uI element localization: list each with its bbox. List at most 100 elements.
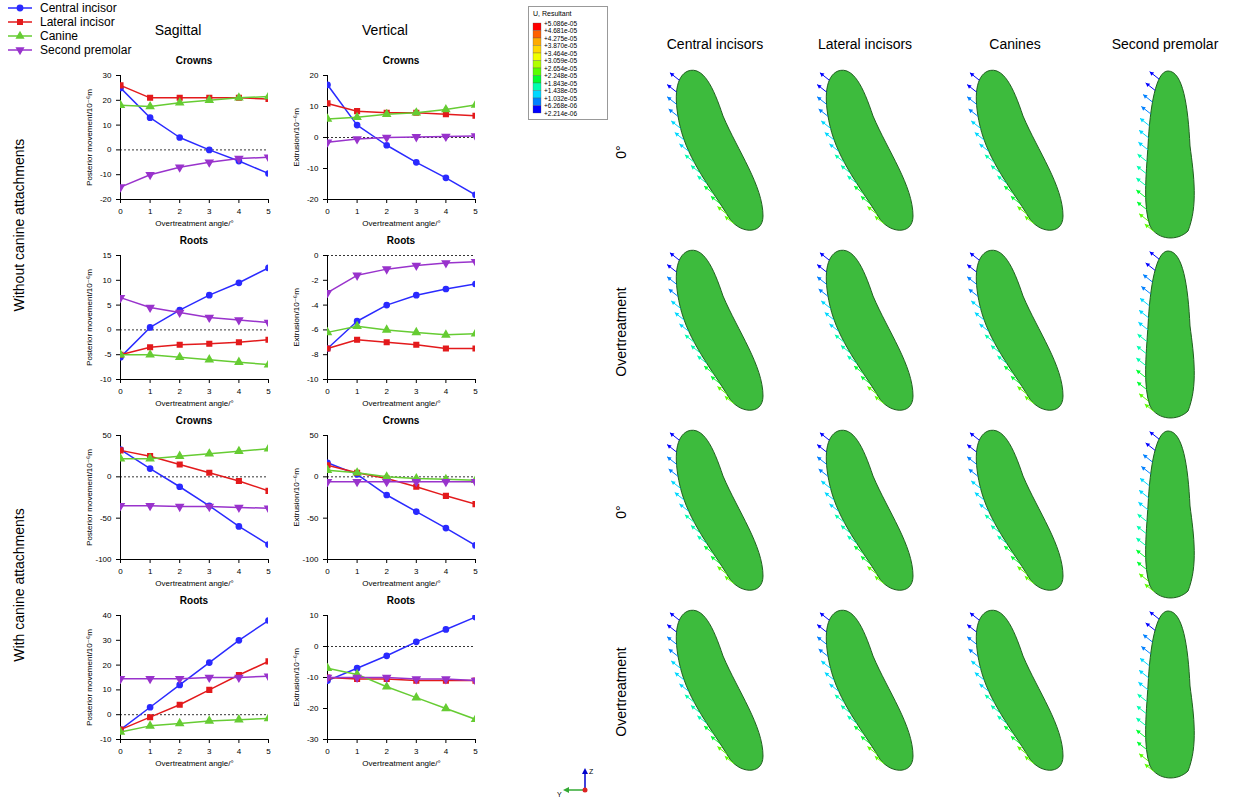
svg-text:+5.086e-05: +5.086e-05 xyxy=(544,20,577,27)
svg-text:-4: -4 xyxy=(311,301,319,310)
svg-text:3: 3 xyxy=(207,567,212,576)
svg-text:-2: -2 xyxy=(311,276,319,285)
svg-text:-10: -10 xyxy=(100,375,112,384)
svg-text:+6.268e-06: +6.268e-06 xyxy=(544,102,577,109)
svg-text:-10: -10 xyxy=(100,170,112,179)
svg-text:-6: -6 xyxy=(311,325,319,334)
svg-text:-10: -10 xyxy=(307,673,319,682)
svg-text:4: 4 xyxy=(444,207,449,216)
svg-text:Canine: Canine xyxy=(40,29,78,43)
svg-text:Lateral incisor: Lateral incisor xyxy=(40,15,115,29)
svg-text:+3.870e-05: +3.870e-05 xyxy=(544,42,577,49)
svg-text:3: 3 xyxy=(414,387,419,396)
svg-text:-10: -10 xyxy=(307,375,319,384)
svg-text:0: 0 xyxy=(118,387,123,396)
svg-text:10: 10 xyxy=(310,611,319,620)
svg-text:2: 2 xyxy=(177,747,182,756)
svg-text:Z: Z xyxy=(589,768,594,775)
svg-text:10: 10 xyxy=(103,121,112,130)
svg-text:+2.214e-06: +2.214e-06 xyxy=(544,110,577,117)
svg-text:4: 4 xyxy=(237,387,242,396)
svg-text:3: 3 xyxy=(414,747,419,756)
svg-text:5: 5 xyxy=(266,567,271,576)
svg-text:0: 0 xyxy=(107,325,112,334)
svg-text:Y: Y xyxy=(557,791,562,798)
svg-text:4: 4 xyxy=(237,747,242,756)
svg-text:1: 1 xyxy=(148,567,153,576)
svg-text:Posterior movement/10⁻⁶m: Posterior movement/10⁻⁶m xyxy=(85,629,94,726)
svg-text:5: 5 xyxy=(473,567,478,576)
svg-text:1: 1 xyxy=(355,747,360,756)
svg-text:-20: -20 xyxy=(307,195,319,204)
svg-text:0: 0 xyxy=(107,145,112,154)
svg-text:Posterior movement/10⁻⁶m: Posterior movement/10⁻⁶m xyxy=(85,269,94,366)
svg-text:0: 0 xyxy=(107,472,112,481)
svg-text:-20: -20 xyxy=(307,704,319,713)
svg-text:10: 10 xyxy=(103,685,112,694)
svg-text:1: 1 xyxy=(355,207,360,216)
svg-text:20: 20 xyxy=(103,96,112,105)
svg-text:Overtreatment angle/°: Overtreatment angle/° xyxy=(362,759,440,768)
svg-text:4: 4 xyxy=(237,567,242,576)
svg-text:1: 1 xyxy=(148,207,153,216)
svg-text:+3.059e-05: +3.059e-05 xyxy=(544,57,577,64)
svg-text:15: 15 xyxy=(103,251,112,260)
svg-text:+3.464e-05: +3.464e-05 xyxy=(544,50,577,57)
svg-text:Extrusion/10⁻⁶m: Extrusion/10⁻⁶m xyxy=(292,648,301,707)
svg-text:3: 3 xyxy=(207,207,212,216)
svg-text:Central incisor: Central incisor xyxy=(40,1,117,15)
svg-text:-5: -5 xyxy=(104,350,112,359)
svg-text:+4.275e-05: +4.275e-05 xyxy=(544,35,577,42)
svg-text:3: 3 xyxy=(207,747,212,756)
svg-text:-20: -20 xyxy=(100,195,112,204)
svg-text:Overtreatment angle/°: Overtreatment angle/° xyxy=(362,219,440,228)
svg-text:1: 1 xyxy=(355,387,360,396)
svg-text:Second premolar: Second premolar xyxy=(40,43,131,57)
svg-text:Posterior movement/10⁻⁶m: Posterior movement/10⁻⁶m xyxy=(85,449,94,546)
svg-text:2: 2 xyxy=(384,207,389,216)
svg-text:+1.032e-05: +1.032e-05 xyxy=(544,95,577,102)
svg-text:0: 0 xyxy=(314,251,319,260)
svg-text:50: 50 xyxy=(103,431,112,440)
svg-text:+4.681e-05: +4.681e-05 xyxy=(544,27,577,34)
svg-text:Extrusion/10⁻⁶m: Extrusion/10⁻⁶m xyxy=(292,108,301,167)
svg-text:2: 2 xyxy=(384,387,389,396)
svg-text:Posterior movement/10⁻⁶m: Posterior movement/10⁻⁶m xyxy=(85,89,94,186)
svg-text:5: 5 xyxy=(266,387,271,396)
svg-text:0: 0 xyxy=(118,747,123,756)
svg-text:Overtreatment angle/°: Overtreatment angle/° xyxy=(155,759,233,768)
svg-text:5: 5 xyxy=(107,301,112,310)
svg-text:-100: -100 xyxy=(302,555,319,564)
svg-text:3: 3 xyxy=(414,207,419,216)
svg-text:1: 1 xyxy=(355,567,360,576)
svg-text:-50: -50 xyxy=(100,514,112,523)
svg-text:0: 0 xyxy=(314,133,319,142)
svg-text:-100: -100 xyxy=(95,555,112,564)
svg-text:0: 0 xyxy=(325,747,330,756)
svg-text:40: 40 xyxy=(103,611,112,620)
svg-text:4: 4 xyxy=(444,387,449,396)
svg-text:0: 0 xyxy=(314,472,319,481)
svg-text:Overtreatment angle/°: Overtreatment angle/° xyxy=(362,399,440,408)
svg-text:30: 30 xyxy=(103,71,112,80)
svg-text:0: 0 xyxy=(314,642,319,651)
svg-text:2: 2 xyxy=(384,567,389,576)
svg-text:0: 0 xyxy=(107,710,112,719)
svg-text:2: 2 xyxy=(177,387,182,396)
svg-text:0: 0 xyxy=(118,567,123,576)
svg-text:3: 3 xyxy=(414,567,419,576)
svg-text:-8: -8 xyxy=(311,350,319,359)
svg-text:-10: -10 xyxy=(307,164,319,173)
svg-text:+1.438e-05: +1.438e-05 xyxy=(544,87,577,94)
svg-text:10: 10 xyxy=(310,102,319,111)
svg-text:4: 4 xyxy=(444,567,449,576)
svg-text:Overtreatment angle/°: Overtreatment angle/° xyxy=(155,579,233,588)
svg-text:5: 5 xyxy=(473,747,478,756)
svg-text:10: 10 xyxy=(103,276,112,285)
svg-text:2: 2 xyxy=(384,747,389,756)
svg-text:5: 5 xyxy=(473,387,478,396)
svg-text:0: 0 xyxy=(325,567,330,576)
svg-text:0: 0 xyxy=(325,207,330,216)
svg-text:5: 5 xyxy=(473,207,478,216)
svg-text:0: 0 xyxy=(118,207,123,216)
